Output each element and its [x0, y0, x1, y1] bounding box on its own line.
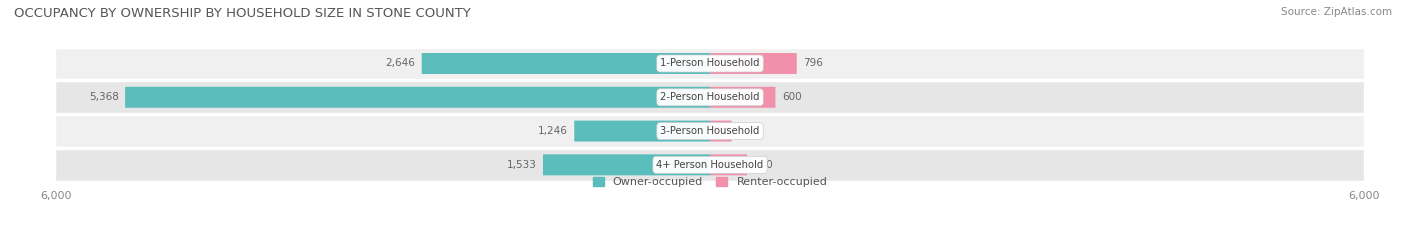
Text: 5,368: 5,368: [89, 92, 118, 102]
Text: 1,533: 1,533: [506, 160, 537, 170]
Text: Source: ZipAtlas.com: Source: ZipAtlas.com: [1281, 7, 1392, 17]
FancyBboxPatch shape: [125, 87, 710, 108]
FancyBboxPatch shape: [710, 53, 797, 74]
Text: 2,646: 2,646: [385, 58, 415, 69]
Text: 796: 796: [803, 58, 823, 69]
Text: OCCUPANCY BY OWNERSHIP BY HOUSEHOLD SIZE IN STONE COUNTY: OCCUPANCY BY OWNERSHIP BY HOUSEHOLD SIZE…: [14, 7, 471, 20]
Text: 1,246: 1,246: [538, 126, 568, 136]
Text: 4+ Person Household: 4+ Person Household: [657, 160, 763, 170]
Text: 340: 340: [754, 160, 773, 170]
FancyBboxPatch shape: [710, 121, 731, 141]
Text: 3-Person Household: 3-Person Household: [661, 126, 759, 136]
Legend: Owner-occupied, Renter-occupied: Owner-occupied, Renter-occupied: [593, 177, 827, 187]
Text: 2-Person Household: 2-Person Household: [661, 92, 759, 102]
FancyBboxPatch shape: [543, 154, 710, 175]
FancyBboxPatch shape: [56, 80, 1364, 114]
FancyBboxPatch shape: [574, 121, 710, 141]
FancyBboxPatch shape: [56, 114, 1364, 148]
Text: 197: 197: [738, 126, 758, 136]
FancyBboxPatch shape: [56, 148, 1364, 182]
Text: 1-Person Household: 1-Person Household: [661, 58, 759, 69]
FancyBboxPatch shape: [56, 47, 1364, 80]
FancyBboxPatch shape: [422, 53, 710, 74]
FancyBboxPatch shape: [710, 154, 747, 175]
FancyBboxPatch shape: [710, 87, 776, 108]
Text: 600: 600: [782, 92, 801, 102]
